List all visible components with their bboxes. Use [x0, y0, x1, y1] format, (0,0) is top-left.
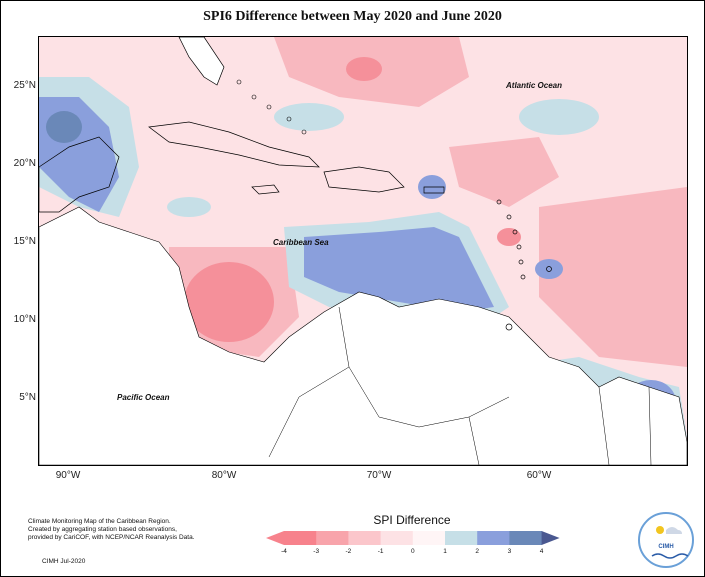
- x-label-60w: 60°W: [526, 470, 552, 481]
- land-florida: [178, 37, 225, 86]
- land-yucatan: [39, 136, 120, 213]
- y-label-25n: 25°N: [13, 80, 36, 91]
- land-bahamas: [236, 79, 307, 135]
- legend-tick-label: -2: [345, 548, 352, 555]
- land-mainland: [39, 206, 687, 465]
- legend-cell: [412, 531, 446, 545]
- legend-cell: [284, 531, 317, 545]
- wet-zone-jamaica: [167, 197, 211, 217]
- legend-title: SPI Difference: [373, 513, 451, 527]
- label-caribbean-sea: Caribbean Sea: [273, 238, 329, 247]
- footer-note: Climate Monitoring Map of the Caribbean …: [28, 518, 228, 542]
- anomaly-core-north: [346, 57, 382, 81]
- footer-credit: CIMH Jul-2020: [42, 558, 86, 565]
- wet-zone-south-caribbean: [304, 227, 494, 312]
- x-label-70w: 70°W: [366, 470, 392, 481]
- label-pacific-ocean: Pacific Ocean: [117, 393, 170, 402]
- legend-colorbar: [266, 531, 560, 545]
- legend-tick-label: -1: [377, 548, 384, 555]
- legend-cell: [477, 531, 510, 545]
- wet-zone-bahamas: [274, 103, 344, 131]
- country-borders: [268, 306, 652, 465]
- legend-cells: [266, 531, 560, 545]
- label-atlantic-ocean: Atlantic Ocean: [506, 81, 563, 90]
- anomaly-core-east: [497, 228, 521, 246]
- y-label-5n: 5°N: [19, 392, 36, 403]
- legend-cell: [445, 531, 478, 545]
- cloud-icon: [666, 527, 682, 534]
- legend-tick-label: 1: [443, 548, 447, 555]
- anomaly-zone-lesser-antilles: [449, 137, 559, 207]
- legend-arrow-left: [266, 531, 284, 545]
- land-jamaica: [251, 184, 280, 195]
- footer-note-line-1: Climate Monitoring Map of the Caribbean …: [28, 518, 171, 525]
- y-label-15n: 15°N: [13, 236, 36, 247]
- legend-tick-label: 0: [410, 548, 415, 555]
- cimh-logo: CIMH: [638, 512, 694, 568]
- logo-emblem: [651, 526, 689, 559]
- legend-arrow-right: [541, 531, 560, 545]
- legend-tick-label: -3: [313, 548, 320, 555]
- land-puerto-rico: [423, 186, 445, 194]
- x-label-90w: 90°W: [55, 470, 81, 481]
- map-panel: Atlantic Ocean Caribbean Sea Pacific Oce…: [38, 36, 688, 466]
- legend-cell: [348, 531, 382, 545]
- footer-note-line-2: Created by aggregating station based obs…: [28, 526, 177, 533]
- map-svg: [39, 37, 687, 465]
- land-lesser-antilles: [496, 199, 552, 331]
- logo-text: CIMH: [658, 544, 674, 550]
- legend-tick-label: 2: [475, 548, 479, 555]
- land-cuba: [148, 121, 320, 168]
- anomaly-core-nicaragua: [184, 262, 274, 342]
- wet-zone-barbados: [535, 259, 563, 279]
- legend-tick-label: 4: [539, 548, 544, 555]
- wet-zone-atlantic: [519, 99, 599, 135]
- land-hispaniola: [323, 166, 405, 193]
- legend-cell: [380, 531, 414, 545]
- anomaly-zone-east: [539, 187, 687, 367]
- wet-core-yucatan: [46, 111, 82, 143]
- legend-cell: [509, 531, 543, 545]
- legend-tick-label: -4: [281, 548, 287, 555]
- y-label-10n: 10°N: [13, 314, 36, 325]
- footer-note-line-3: provided by CariCOF, with NCEP/NCAR Rean…: [28, 534, 195, 541]
- legend-cell: [316, 531, 349, 545]
- wave-icon: [651, 553, 689, 559]
- y-label-20n: 20°N: [13, 158, 36, 169]
- legend-tick-label: 3: [507, 548, 512, 555]
- map-title: SPI6 Difference between May 2020 and Jun…: [203, 9, 502, 24]
- x-label-80w: 80°W: [211, 470, 237, 481]
- sun-icon: [656, 526, 664, 534]
